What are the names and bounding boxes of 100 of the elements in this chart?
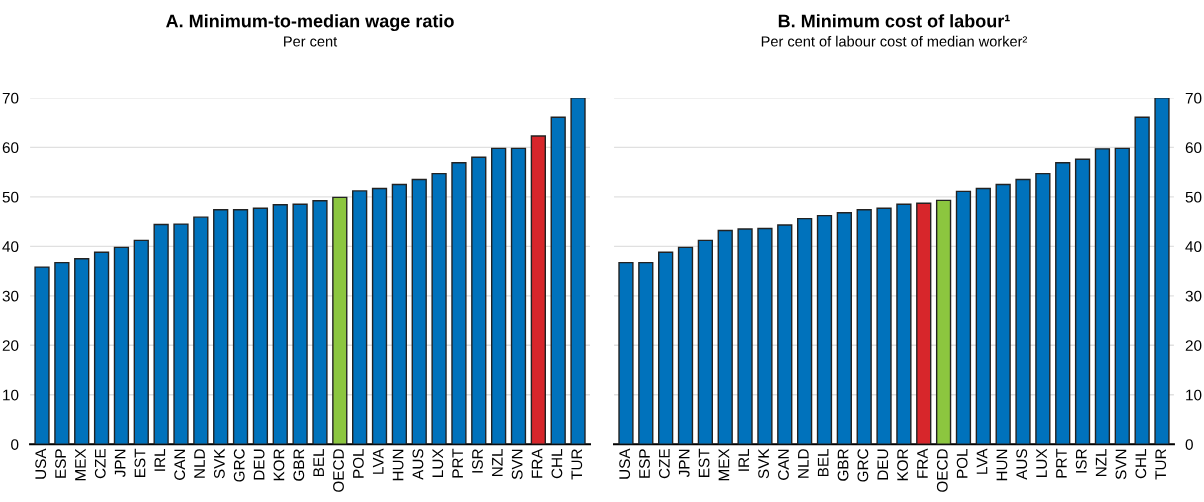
bar bbox=[1035, 172, 1051, 445]
bar bbox=[658, 251, 674, 445]
x-tick-label: OECD bbox=[936, 449, 948, 492]
bar bbox=[737, 228, 753, 445]
bar bbox=[570, 97, 586, 445]
bar bbox=[896, 203, 912, 445]
bar bbox=[816, 214, 833, 445]
bar bbox=[113, 246, 130, 445]
x-tick-label: KOR bbox=[897, 449, 908, 481]
bar bbox=[490, 147, 507, 445]
y-tick-label: 10 bbox=[3, 389, 19, 401]
x-tick-label: FRA bbox=[531, 448, 543, 478]
y-tick-label: 30 bbox=[2, 290, 19, 302]
x-tick-label: ISR bbox=[1075, 449, 1087, 473]
x-tick-label: NLD bbox=[194, 449, 205, 478]
x-tick-label: CHL bbox=[551, 448, 563, 479]
x-tick-label: MEX bbox=[718, 448, 730, 481]
bar bbox=[153, 223, 169, 445]
bar bbox=[34, 266, 50, 445]
y-tick-label: 70 bbox=[1185, 92, 1202, 104]
bar bbox=[292, 203, 308, 445]
bar bbox=[935, 199, 952, 445]
bar bbox=[252, 207, 269, 445]
bar bbox=[1055, 162, 1071, 445]
x-tick-label: JPN bbox=[678, 449, 690, 478]
bar bbox=[352, 190, 368, 445]
x-tick-label: NLD bbox=[798, 449, 809, 478]
x-tick-label: IRL bbox=[738, 448, 750, 471]
bar bbox=[312, 200, 328, 445]
x-tick-label: PRT bbox=[452, 448, 463, 478]
bar bbox=[371, 187, 388, 445]
x-tick-label: CAN bbox=[174, 449, 186, 480]
chart-subtitle: Per cent bbox=[284, 36, 338, 47]
bar bbox=[777, 224, 793, 445]
bar bbox=[133, 239, 149, 445]
x-tick-label: MEX bbox=[75, 448, 86, 481]
bar bbox=[411, 178, 427, 445]
x-tick-label: GBR bbox=[293, 449, 305, 481]
bar bbox=[451, 162, 467, 445]
y-tick-label: 0 bbox=[1185, 439, 1193, 450]
x-tick-label: AUS bbox=[1016, 449, 1028, 480]
bar bbox=[431, 172, 447, 445]
y-tick-label: 70 bbox=[2, 92, 19, 104]
bar bbox=[391, 183, 408, 445]
bar bbox=[213, 209, 229, 445]
bar bbox=[272, 204, 288, 445]
x-tick-label: OECD bbox=[333, 449, 344, 492]
bar bbox=[916, 202, 932, 445]
bar bbox=[530, 135, 546, 445]
bar bbox=[796, 217, 813, 445]
y-tick-label: 20 bbox=[1185, 340, 1202, 351]
x-tick-label: ESP bbox=[639, 449, 650, 478]
x-tick-label: NZL bbox=[492, 448, 503, 477]
x-tick-label: GRC bbox=[233, 449, 245, 482]
y-tick-label: 40 bbox=[2, 241, 19, 253]
y-tick-label: 60 bbox=[1185, 142, 1202, 154]
y-tick-label: 50 bbox=[2, 191, 19, 203]
x-tick-label: FRA bbox=[917, 448, 928, 478]
x-tick-label: ESP bbox=[55, 449, 66, 478]
y-tick-label: 20 bbox=[2, 340, 19, 351]
bar bbox=[193, 216, 209, 445]
y-tick-label: 30 bbox=[1185, 290, 1202, 302]
x-tick-label: USA bbox=[35, 448, 47, 479]
x-tick-label: CAN bbox=[778, 449, 789, 480]
bar bbox=[1094, 148, 1111, 445]
x-tick-label: HUN bbox=[996, 449, 1008, 481]
bar bbox=[550, 116, 566, 445]
x-tick-label: GBR bbox=[837, 449, 849, 481]
x-tick-label: EST bbox=[698, 448, 710, 477]
bar bbox=[995, 183, 1011, 445]
x-tick-label: GRC bbox=[857, 449, 869, 482]
chart-title: A. Minimum-to-median wage ratio bbox=[166, 14, 454, 32]
chart-title: B. Minimum cost of labour¹ bbox=[778, 14, 1010, 28]
bar bbox=[471, 156, 487, 445]
chart-subtitle: Per cent of labour cost of median worker² bbox=[761, 35, 1028, 47]
x-tick-label: EST bbox=[134, 448, 146, 477]
y-tick-label: 60 bbox=[2, 142, 19, 154]
x-tick-label: DEU bbox=[253, 449, 265, 480]
x-tick-label: SVK bbox=[213, 448, 225, 479]
bar bbox=[856, 209, 872, 445]
bar bbox=[74, 258, 90, 445]
bar bbox=[717, 229, 733, 445]
bar bbox=[955, 190, 972, 445]
bar bbox=[93, 251, 110, 445]
bar bbox=[876, 207, 892, 445]
bar bbox=[54, 261, 70, 445]
bar bbox=[510, 147, 527, 445]
bar bbox=[332, 196, 348, 445]
x-tick-label: AUS bbox=[412, 449, 424, 480]
y-tick-label: 40 bbox=[1185, 241, 1202, 253]
x-tick-label: LVA bbox=[976, 448, 988, 474]
x-tick-label: SVN bbox=[1115, 449, 1127, 480]
bar bbox=[836, 211, 852, 445]
x-tick-label: JPN bbox=[114, 449, 126, 478]
bar bbox=[232, 209, 249, 445]
x-tick-label: TUR bbox=[571, 449, 583, 480]
x-tick-label: BEL bbox=[313, 448, 324, 477]
x-tick-label: CHL bbox=[1135, 448, 1147, 479]
bar bbox=[1015, 178, 1031, 445]
x-tick-label: LUX bbox=[1036, 448, 1047, 477]
